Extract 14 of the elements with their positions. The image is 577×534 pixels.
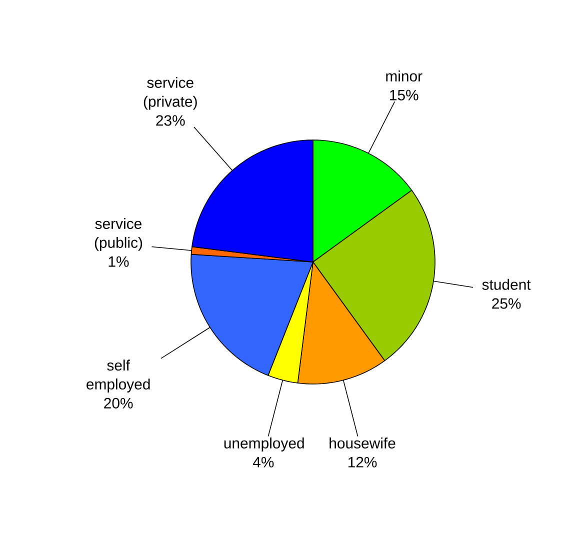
data-label: 23%: [156, 115, 185, 126]
data-label: 4%: [252, 456, 274, 468]
slice-label: service (private): [144, 76, 197, 110]
slice-label: self employed: [86, 360, 150, 392]
data-label: 1%: [108, 256, 129, 267]
data-label: 25%: [492, 298, 521, 309]
slice-label: minor: [386, 70, 422, 82]
slice-label: student: [482, 278, 531, 290]
slice-label: housewife: [330, 438, 396, 449]
data-label: 12%: [348, 456, 377, 468]
data-label: 15%: [390, 90, 418, 100]
slice-label: unemployed: [224, 438, 304, 452]
slice-label: service (public): [94, 218, 142, 251]
data-label: 20%: [104, 398, 133, 408]
